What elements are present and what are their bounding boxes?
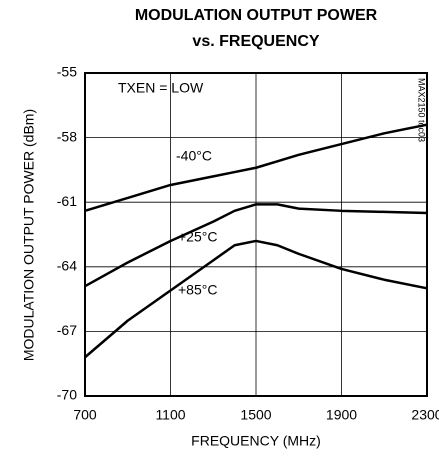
x-tick-label: 700 [73,407,97,423]
y-tick-label: -70 [57,387,77,403]
y-tick-label: -67 [57,322,77,338]
x-tick-label: 1500 [240,407,271,423]
series-line [84,203,428,288]
y-tick-label: -58 [57,128,77,144]
annotation: MAX2150 toc03 [417,78,427,142]
series-label: +85°C [178,282,217,298]
y-tick-label: -61 [57,193,77,209]
y-axis-label: MODULATION OUTPUT POWER (dBm) [21,109,37,361]
plot-frame [84,72,428,397]
chart-title: vs. FREQUENCY [192,33,319,50]
x-tick-label: 2300 [411,407,439,423]
series-label: -40°C [176,148,212,164]
y-tick-label: -64 [57,258,77,274]
series-label: +25°C [178,229,217,245]
series-line [84,239,428,359]
x-tick-label: 1900 [326,407,357,423]
x-axis-label: FREQUENCY (MHz) [191,433,321,449]
series-line [84,123,428,213]
y-tick-label: -55 [57,64,77,80]
annotation: TXEN = LOW [118,80,204,96]
x-tick-label: 1100 [155,407,185,423]
chart-title: MODULATION OUTPUT POWER [135,7,378,24]
